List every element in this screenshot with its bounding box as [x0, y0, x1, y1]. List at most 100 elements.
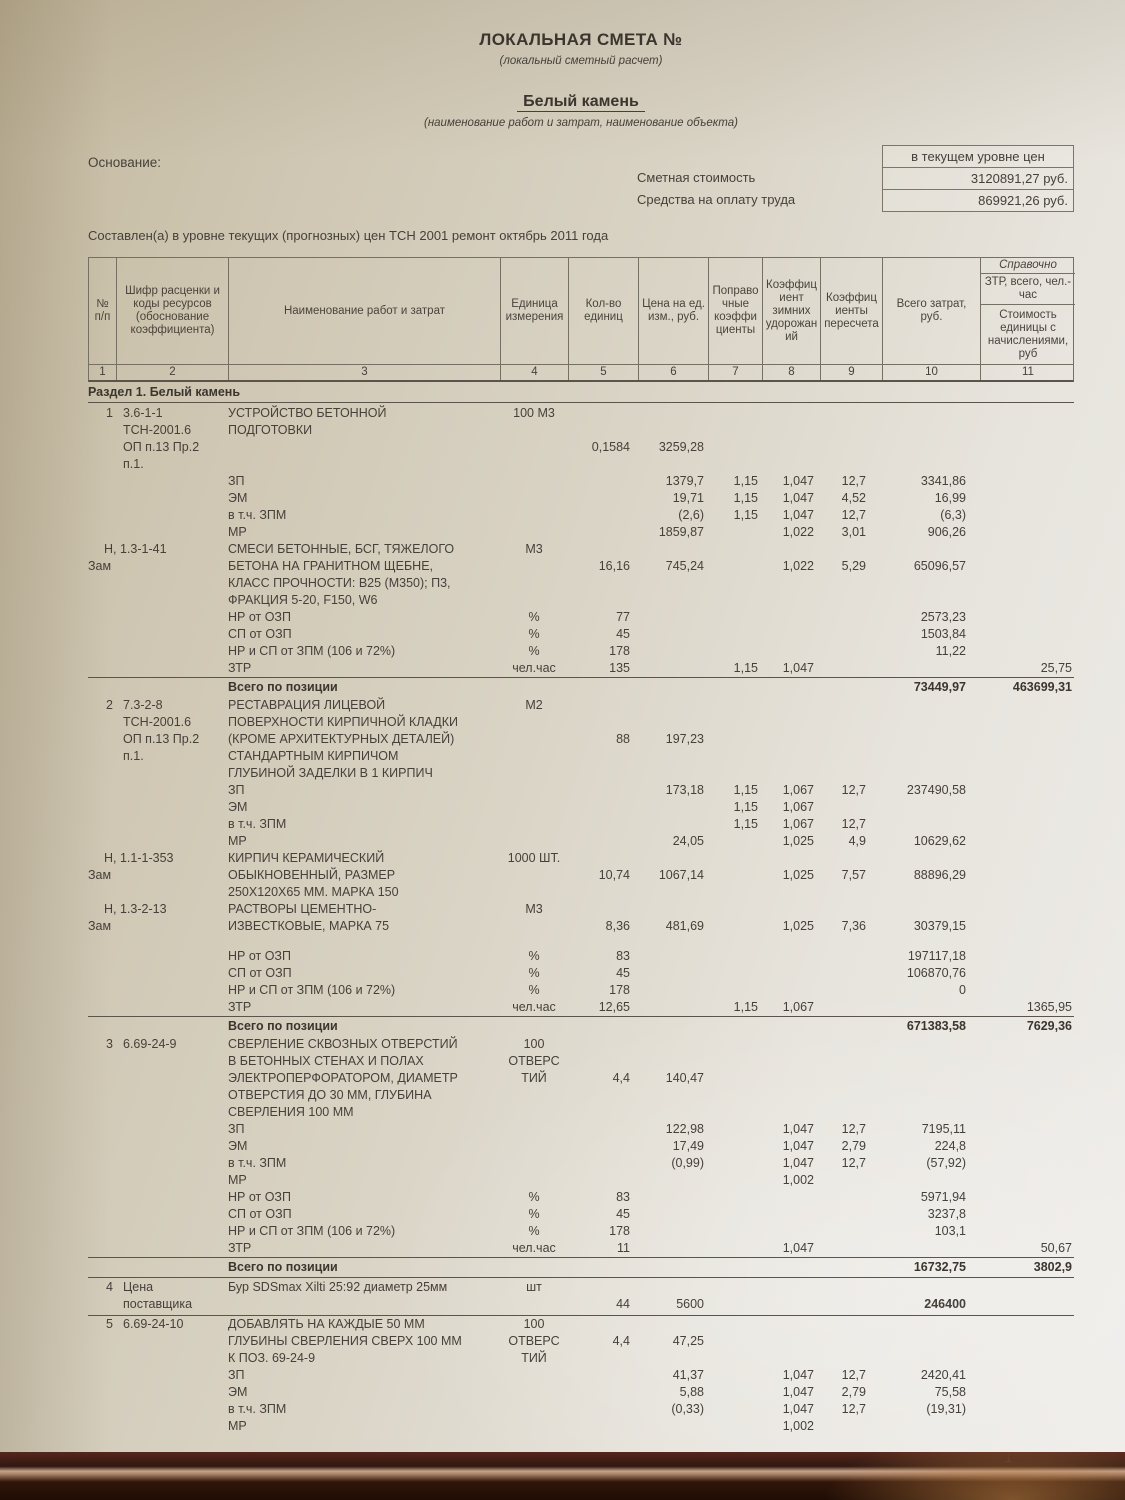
- table-row: МР 24,05 1,025 4,9 10629,62: [88, 833, 1074, 850]
- cell: 224,8: [934, 1139, 966, 1153]
- table-row: НР и СП от ЗПМ (106 и 72%)% 178 11,22: [88, 643, 1074, 660]
- cell: 3.6-1-1: [123, 406, 163, 420]
- cell: 25,75: [1040, 661, 1072, 675]
- cell: ОТВЕРС: [508, 1054, 560, 1068]
- colnum: 8: [763, 365, 821, 380]
- table-row: Зам БЕТОНА НА ГРАНИТНОМ ЩЕБНЕ, 16,16 745,24…: [88, 558, 1074, 575]
- cell: 463699,31: [1012, 680, 1072, 694]
- table-row: ОП п.13 Пр.2 (КРОМЕ АРХИТЕКТУРНЫХ ДЕТАЛЕЙ…: [88, 731, 1074, 748]
- col-header-winter-coef: Коэффициент зимних удорожаний: [763, 258, 821, 364]
- cell: СП от ОЗП: [228, 627, 292, 641]
- table-surface: [0, 1452, 1125, 1500]
- cell: БЕТОНА НА ГРАНИТНОМ ЩЕБНЕ,: [228, 559, 433, 573]
- table-header: № п/п Шифр расценки и коды ресурсов (обо…: [88, 257, 1075, 364]
- cell: ТСН-2001.6: [123, 715, 192, 729]
- cell: 10629,62: [913, 834, 966, 848]
- cell: М2: [525, 698, 543, 712]
- meta-band: Основание: Сметная стоимость Средства на…: [88, 145, 1074, 219]
- cell: ЭМ: [228, 1385, 248, 1399]
- object-name-wrap: Белый камень: [88, 93, 1074, 112]
- cost-label-labor: Средства на оплату труда: [637, 192, 796, 207]
- cell: 3237,8: [927, 1207, 966, 1221]
- cell: 7195,11: [921, 1122, 966, 1136]
- cell: 1: [106, 406, 113, 420]
- table-row: ФРАКЦИЯ 5-20, F150, W6: [88, 592, 1074, 609]
- cell: МР: [228, 834, 247, 848]
- cell: 4,4: [612, 1334, 630, 1348]
- cell: 12,7: [841, 783, 866, 797]
- compiled-note: Составлен(а) в уровне текущих (прогнозны…: [88, 228, 609, 243]
- table-row: п.1. СТАНДАРТНЫМ КИРПИЧОМ: [88, 748, 1074, 765]
- table-row: ЭМ 17,49 1,047 2,79 224,8: [88, 1138, 1074, 1155]
- cell: 7629,36: [1026, 1019, 1072, 1033]
- table-row: 1 3.6-1-1 УСТРОЙСТВО БЕТОННОЙ 100 М3: [88, 405, 1074, 422]
- table-row: СП от ОЗП% 45 1503,84: [88, 626, 1074, 643]
- table-row: в т.ч. ЗПМ (2,6) 1,15 1,047 12,7 (6,3): [88, 507, 1074, 524]
- cell: чел.час: [512, 1000, 556, 1014]
- table-row: ТСН-2001.6 ПОВЕРХНОСТИ КИРПИЧНОЙ КЛАДКИ: [88, 714, 1074, 731]
- table-row: [88, 935, 1074, 948]
- cell: ОБЫКНОВЕННЫЙ, РАЗМЕР: [228, 868, 396, 882]
- cell: 5971,94: [920, 1190, 966, 1204]
- cell: 2,79: [841, 1139, 866, 1153]
- cell: ЗТР: [228, 661, 252, 675]
- cell: Цена: [123, 1280, 154, 1294]
- table-row: ОП п.13 Пр.2 0,1584 3259,28: [88, 439, 1074, 456]
- colnum: 4: [501, 365, 569, 380]
- cell: 1,002: [782, 1419, 814, 1433]
- cell: 12,7: [841, 1402, 866, 1416]
- cell: 12,7: [841, 1368, 866, 1382]
- cell: 3341,86: [920, 474, 966, 488]
- cost-summary: Сметная стоимость Средства на оплату тру…: [637, 145, 1074, 212]
- cell: 7.3-2-8: [123, 698, 163, 712]
- cell: 65096,57: [913, 559, 966, 573]
- table-row: ЗТР чел.час 12,65 1,15 1,067 1365,95: [88, 999, 1074, 1016]
- col-header-adj-coef: Поправочные коэффициенты: [709, 258, 763, 364]
- cell: МР: [228, 1173, 247, 1187]
- spacer: [637, 145, 882, 167]
- cell: 12,7: [841, 508, 866, 522]
- colnum: 6: [639, 365, 709, 380]
- cell: %: [528, 610, 540, 624]
- cell: ФРАКЦИЯ 5-20, F150, W6: [228, 593, 378, 607]
- cell: 1,15: [733, 817, 758, 831]
- cell: ГЛУБИНЫ СВЕРЛЕНИЯ СВЕРХ 100 ММ: [228, 1334, 462, 1348]
- cell: МР: [228, 1419, 247, 1433]
- cell: 1000 ШТ.: [507, 851, 561, 865]
- colnum: 11: [1022, 366, 1034, 378]
- cell: КИРПИЧ КЕРАМИЧЕСКИЙ: [228, 851, 385, 865]
- cell: 481,69: [665, 919, 704, 933]
- table-row: НР и СП от ЗПМ (106 и 72%)% 178 0: [88, 982, 1074, 999]
- cell: %: [528, 949, 540, 963]
- cell: РЕСТАВРАЦИЯ ЛИЦЕВОЙ: [228, 698, 386, 712]
- cell: Зам: [88, 868, 112, 882]
- cell: 745,24: [665, 559, 704, 573]
- table-row: Н, 1.1-1-353 КИРПИЧ КЕРАМИЧЕСКИЙ 1000 ШТ.: [88, 850, 1074, 867]
- cell: 1,067: [782, 817, 814, 831]
- cell: 237490,58: [906, 783, 966, 797]
- object-caption: (наименование работ и затрат, наименован…: [424, 117, 738, 129]
- table-row: ЗП 1379,7 1,15 1,047 12,7 3341,86: [88, 473, 1074, 490]
- cell: 1,047: [782, 1241, 814, 1255]
- col-header-price: Цена на ед. изм., руб.: [639, 258, 709, 364]
- cell: %: [528, 644, 540, 658]
- cell: 41,37: [672, 1368, 704, 1382]
- table-row: ЗП 122,98 1,047 12,7 7195,11: [88, 1121, 1074, 1138]
- table-row: ГЛУБИНОЙ ЗАДЕЛКИ В 1 КИРПИЧ: [88, 765, 1074, 782]
- cell: 75,58: [934, 1385, 966, 1399]
- cell: 671383,58: [906, 1019, 966, 1033]
- cell: (2,6): [678, 508, 704, 522]
- cell: 1,067: [782, 1000, 814, 1014]
- cell: 6.69-24-10: [123, 1317, 184, 1331]
- table-row: Зам ОБЫКНОВЕННЫЙ, РАЗМЕР 10,74 1067,14 1,025…: [88, 867, 1074, 884]
- cell: 1,15: [733, 474, 758, 488]
- cell: 5600: [676, 1297, 704, 1311]
- cell: 1,15: [733, 508, 758, 522]
- cell: 4,4: [612, 1071, 630, 1085]
- estimate-table: № п/п Шифр расценки и коды ресурсов (обо…: [88, 257, 1075, 1435]
- cell: 7,57: [841, 868, 866, 882]
- cell: 1,047: [782, 1139, 814, 1153]
- colnum: 3: [229, 365, 501, 380]
- colnum: 9: [821, 365, 883, 380]
- cell: 100: [523, 1317, 545, 1331]
